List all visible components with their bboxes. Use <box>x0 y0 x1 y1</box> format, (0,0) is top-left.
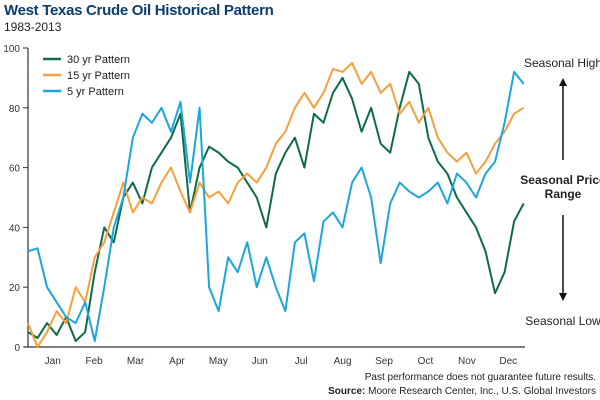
arrow-down-head-icon <box>559 293 567 301</box>
x-tick-label: Jan <box>45 356 61 367</box>
y-tick-label: 0 <box>14 343 20 354</box>
series-line-15-yr-pattern <box>27 61 525 348</box>
source-note: Source: Moore Research Center, Inc., U.S… <box>328 386 596 397</box>
x-tick-label: Dec <box>499 356 517 367</box>
source-text: Moore Research Center, Inc., U.S. Global… <box>365 386 596 397</box>
arrow-up-head-icon <box>559 78 567 86</box>
legend-label: 15 yr Pattern <box>67 70 130 82</box>
x-tick-label: Jun <box>252 356 268 367</box>
y-tick-label: 80 <box>9 104 21 115</box>
disclaimer: Past performance does not guarantee futu… <box>364 372 596 383</box>
x-tick-label: Aug <box>334 356 352 367</box>
y-tick-label: 100 <box>3 44 20 55</box>
annotation-seasonal-low: Seasonal Low <box>525 314 600 328</box>
annotation-seasonal-price-range: Seasonal Price Range <box>520 173 600 201</box>
y-tick-label: 60 <box>9 164 21 175</box>
legend-label: 5 yr Pattern <box>67 86 124 98</box>
legend-label: 30 yr Pattern <box>67 54 130 66</box>
x-tick-label: Apr <box>169 356 185 367</box>
x-tick-label: Mar <box>127 356 145 367</box>
chart-title: West Texas Crude Oil Historical Pattern <box>4 2 274 19</box>
x-tick-label: Feb <box>86 356 104 367</box>
chart-subtitle: 1983-2013 <box>4 20 62 34</box>
x-tick-label: Nov <box>458 356 476 367</box>
x-tick-label: May <box>209 356 228 367</box>
series-line-30-yr-pattern <box>27 70 525 343</box>
y-tick-label: 40 <box>9 223 21 234</box>
y-tick-label: 20 <box>9 283 21 294</box>
series-line-5-yr-pattern <box>27 70 525 343</box>
source-label: Source: <box>328 386 366 397</box>
x-tick-label: Oct <box>418 356 434 367</box>
annotation-seasonal-high: Seasonal High <box>523 56 600 70</box>
x-tick-label: Sep <box>375 356 393 367</box>
x-tick-label: Jul <box>295 356 308 367</box>
